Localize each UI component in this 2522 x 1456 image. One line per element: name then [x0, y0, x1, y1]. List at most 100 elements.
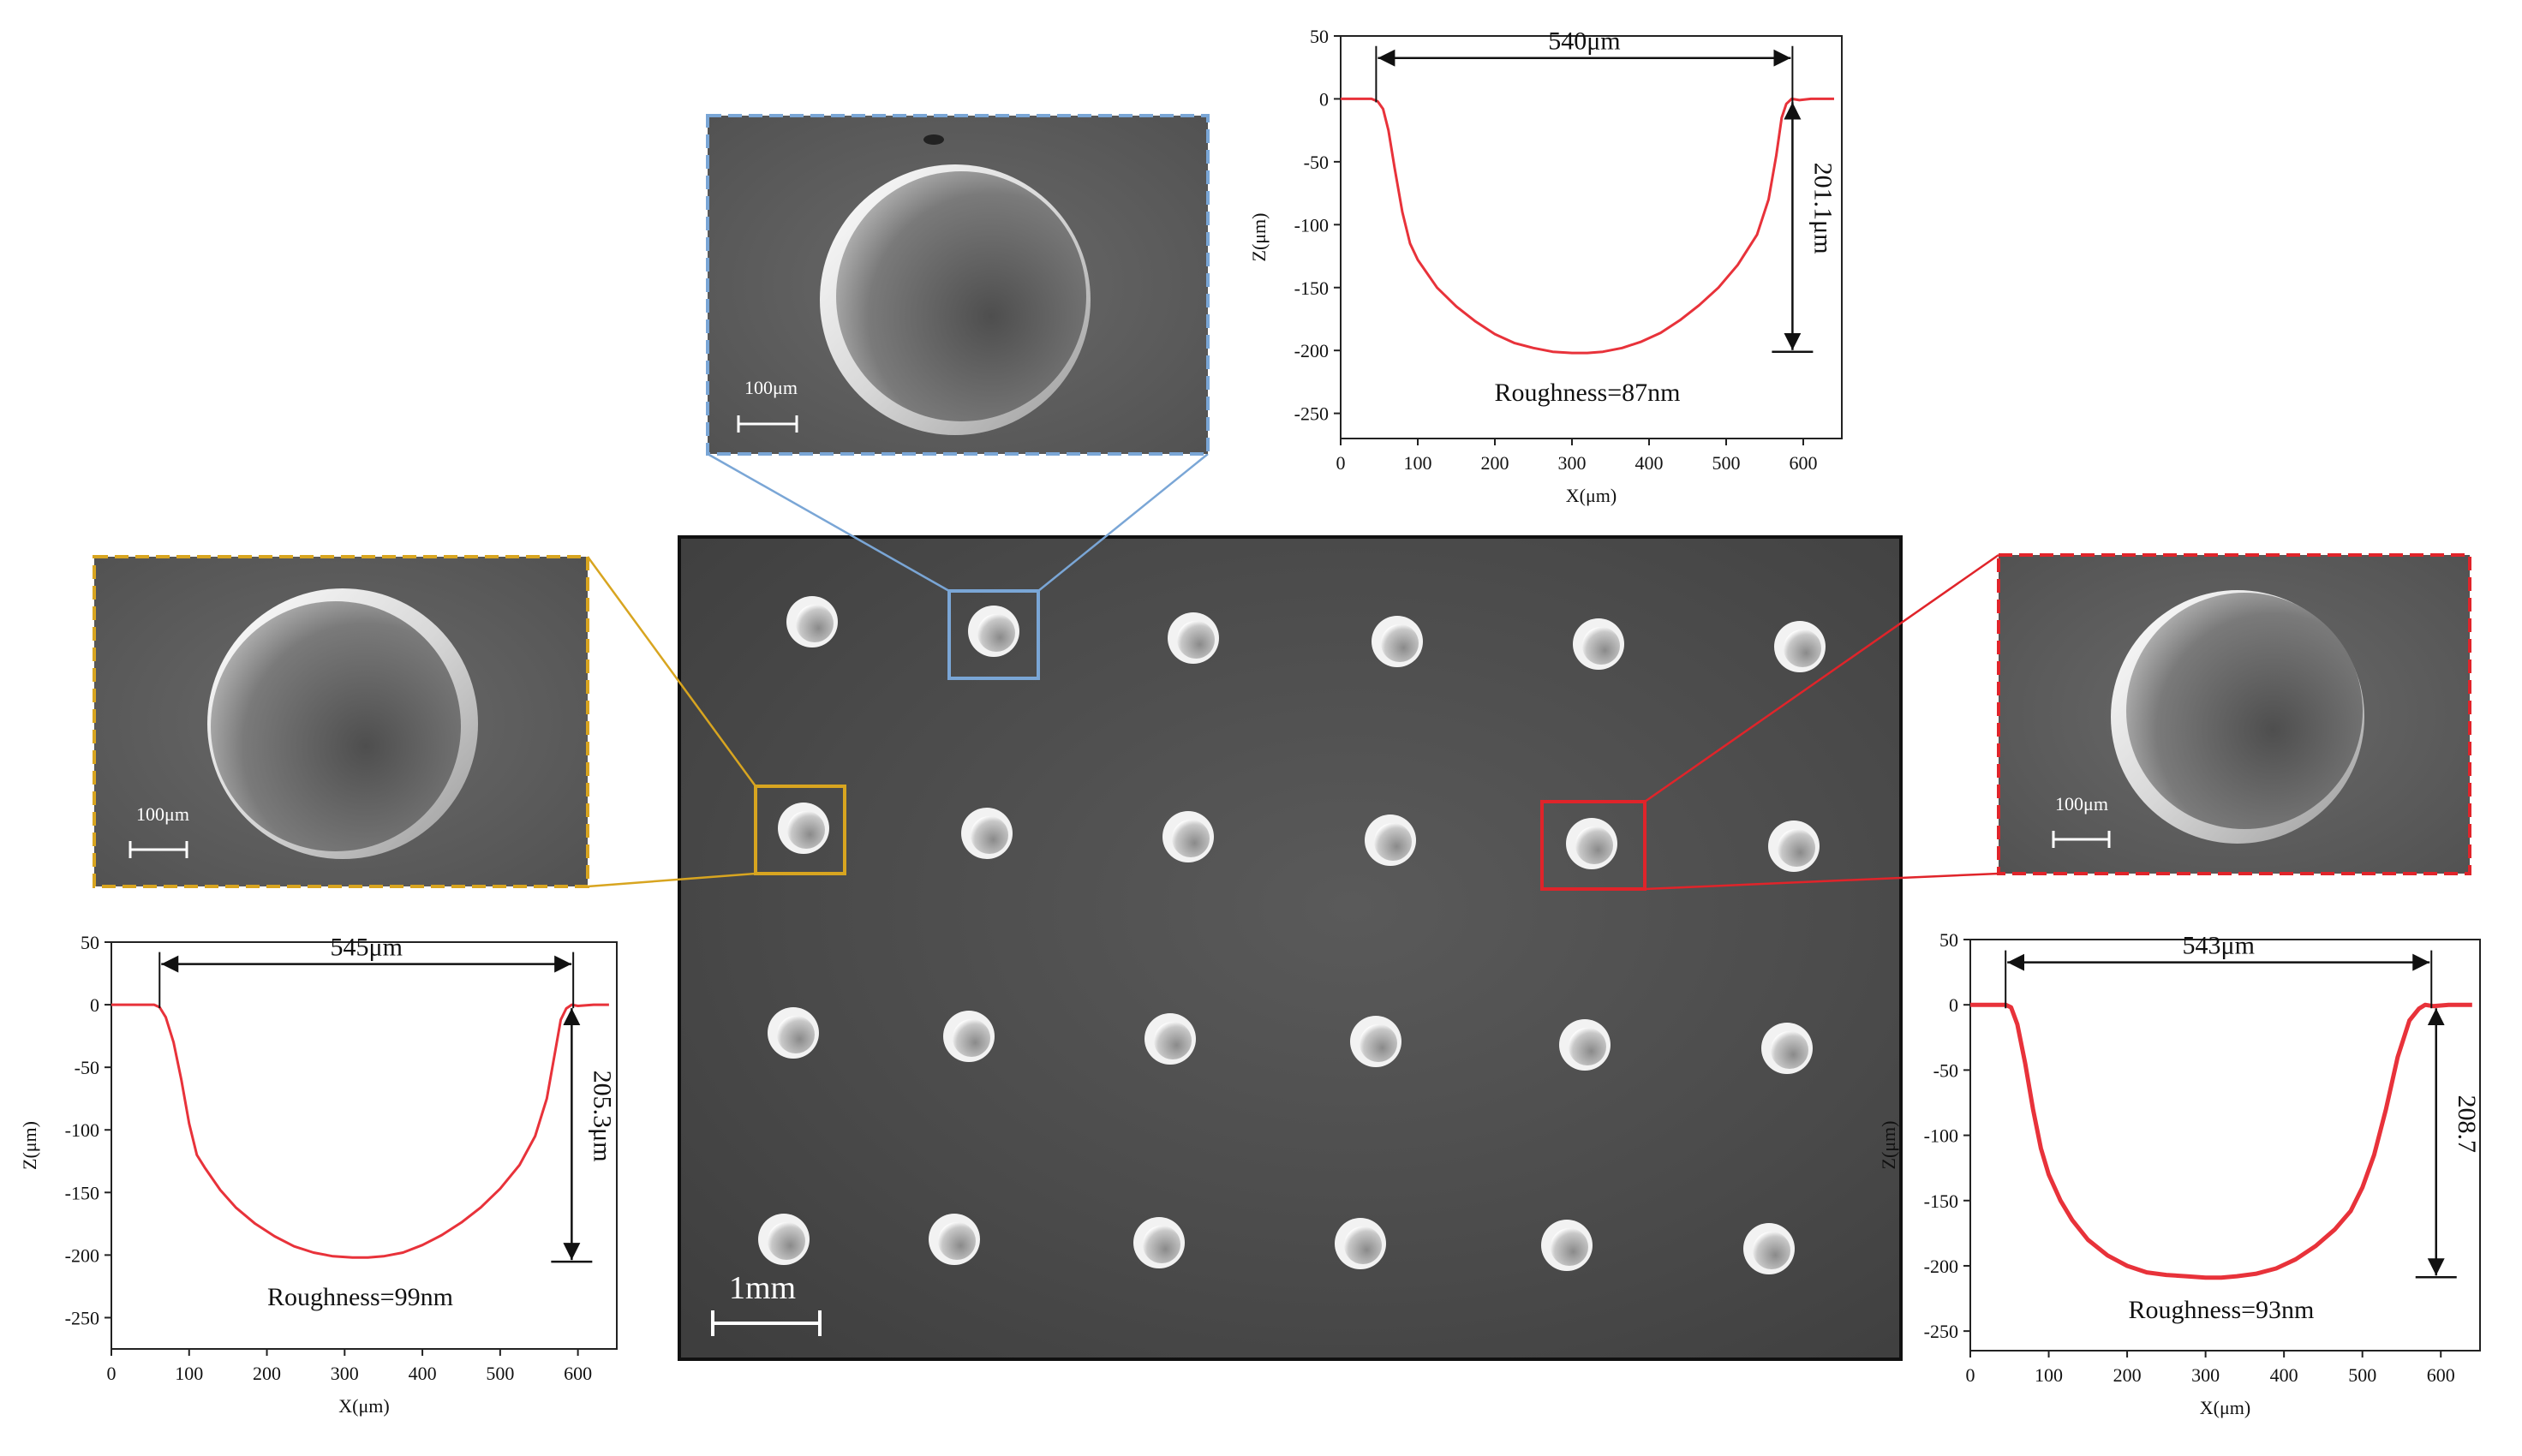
x-tick-label: 100 — [1404, 452, 1432, 474]
dimple — [1573, 618, 1624, 670]
dimple — [968, 606, 1019, 657]
dimple — [961, 808, 1013, 859]
profile-curve — [1970, 1002, 2472, 1280]
width-label: 545μm — [331, 934, 403, 962]
x-tick-label: 400 — [409, 1363, 437, 1384]
inset-red-scale-bar: 100μm — [2052, 793, 2111, 848]
dimple-floor — [1778, 829, 1815, 867]
dimple-floor — [1569, 1028, 1606, 1065]
profile-chart-left: 0 100 200 300 400 500 600500-50-100-150-200-25… — [19, 932, 618, 1417]
dimple-array — [758, 596, 1826, 1274]
dimple — [1168, 612, 1219, 664]
dimple — [1566, 818, 1617, 869]
x-tick-label: 500 — [2348, 1364, 2376, 1386]
y-tick-label: -250 — [1924, 1321, 1958, 1342]
plot-frame — [1340, 35, 1843, 439]
y-tick-label: -200 — [1294, 340, 1329, 361]
roughness-label: Roughness=87nm — [1495, 379, 1681, 407]
x-tick-label: 200 — [253, 1363, 281, 1384]
x-tick-label: 300 — [1558, 452, 1587, 474]
dimple — [1372, 616, 1423, 667]
dimple-floor — [1753, 1232, 1790, 1269]
x-tick-label: 300 — [331, 1363, 359, 1384]
dimple — [1162, 811, 1214, 862]
x-tick-label: 600 — [1790, 452, 1818, 474]
dimple — [758, 1214, 810, 1265]
inset-blue: 100μm — [706, 114, 1210, 456]
dimple-floor — [796, 605, 834, 642]
dimple-floor — [953, 1019, 990, 1057]
y-tick-label: -100 — [1924, 1125, 1958, 1147]
y-tick-label: -250 — [1294, 403, 1329, 425]
inset-blue-scale-bar: 100μm — [737, 377, 798, 433]
inset-blue-scale-label: 100μm — [744, 377, 798, 398]
y-tick-label: 50 — [1310, 26, 1329, 47]
yellow-selection-box — [754, 785, 846, 875]
inset-yellow-scale-bar: 100μm — [128, 803, 189, 858]
plot-frame — [111, 941, 618, 1350]
y-tick-label: -100 — [1294, 214, 1329, 236]
dimple-floor — [971, 816, 1008, 854]
dimple — [1541, 1220, 1593, 1271]
red-selection-box — [1540, 800, 1646, 891]
dimple-floor — [777, 1016, 815, 1053]
dimple-floor — [768, 1222, 805, 1260]
x-tick-label: 0 — [1336, 452, 1346, 474]
x-tick-label: 0 — [1966, 1364, 1975, 1386]
y-axis-label: Z(μm) — [1878, 1121, 1899, 1170]
dimple — [778, 803, 829, 854]
inset-red-scale-label: 100μm — [2055, 793, 2108, 815]
y-tick-label: -50 — [1304, 152, 1329, 173]
y-tick-label: 50 — [1939, 929, 1958, 951]
roughness-label: Roughness=99nm — [267, 1283, 453, 1311]
dimple — [1559, 1019, 1611, 1071]
y-tick-label: 0 — [90, 994, 99, 1016]
y-tick-label: 0 — [1319, 88, 1329, 110]
x-tick-label: 0 — [107, 1363, 117, 1384]
dimple-floor — [1381, 624, 1419, 662]
dimple — [768, 1007, 819, 1059]
x-tick-label: 600 — [2427, 1364, 2455, 1386]
dimple — [1768, 820, 1820, 872]
main-scale-bar: 1mm — [711, 1270, 822, 1336]
y-tick-label: -100 — [65, 1119, 99, 1141]
dimple — [1365, 815, 1416, 866]
width-label: 543μm — [2183, 932, 2255, 960]
dimple — [1774, 621, 1826, 672]
y-tick-label: -200 — [1924, 1256, 1958, 1277]
dimple-floor — [1360, 1024, 1397, 1062]
dimple-floor — [1172, 820, 1210, 857]
inset-red: 100μm — [1997, 553, 2471, 875]
dimple — [1144, 1013, 1196, 1065]
y-tick-label: -150 — [1924, 1190, 1958, 1212]
x-tick-label: 100 — [175, 1363, 203, 1384]
x-tick-label: 500 — [486, 1363, 514, 1384]
y-tick-label: -50 — [75, 1057, 99, 1078]
dimple — [943, 1011, 995, 1062]
dimple — [786, 596, 838, 647]
dimple — [1335, 1218, 1386, 1269]
profile-curve — [111, 1003, 609, 1259]
dimple-floor — [1374, 823, 1412, 861]
dimple-floor — [1143, 1226, 1180, 1263]
x-tick-label: 500 — [1712, 452, 1741, 474]
x-tick-label: 200 — [1481, 452, 1509, 474]
dimple-floor — [1771, 1031, 1808, 1069]
profile-chart-right: 0 100 200 300 400 500 600500-50-100-150-200-25… — [1878, 929, 2481, 1418]
dimple — [1350, 1016, 1401, 1067]
dimple-floor — [977, 614, 1015, 652]
depth-label: 208.7 — [2453, 1095, 2481, 1153]
y-tick-label: -50 — [1933, 1059, 1958, 1081]
dimple-floor — [1344, 1226, 1382, 1264]
y-tick-label: -150 — [1294, 277, 1329, 299]
y-tick-label: 50 — [81, 932, 99, 953]
main-sem-image: 1mm — [678, 535, 1903, 1361]
dimple — [1133, 1217, 1185, 1268]
inset-yellow: 100μm — [93, 555, 589, 888]
x-axis-label: X(μm) — [1566, 485, 1617, 506]
x-axis-label: X(μm) — [338, 1395, 389, 1417]
dimple-floor — [787, 811, 825, 849]
profile-chart-top: 0 100 200 300 400 500 600500-50-100-150-200-25… — [1248, 26, 1843, 506]
x-tick-label: 300 — [2191, 1364, 2220, 1386]
